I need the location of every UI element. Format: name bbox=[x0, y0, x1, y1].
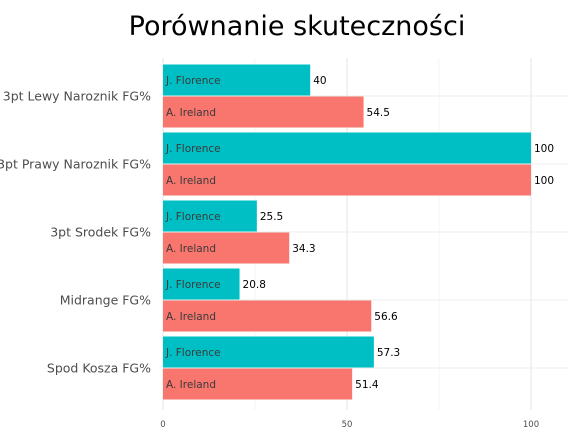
bar-series-label: A. Ireland bbox=[166, 175, 216, 187]
bar-series-label: A. Ireland bbox=[166, 379, 216, 391]
x-tick-label: 100 bbox=[523, 420, 539, 430]
bar-j-florence bbox=[163, 64, 311, 96]
label-layer: J. Florence 40 A. Ireland 54.5 3pt Lewy Naro… bbox=[0, 75, 554, 430]
bar-value-label: 100 bbox=[534, 175, 554, 187]
bar-value-label: 40 bbox=[313, 75, 326, 87]
bar-series-label: J. Florence bbox=[165, 211, 221, 223]
bar-series-label: A. Ireland bbox=[166, 243, 216, 255]
category-label: Midrange FG% bbox=[60, 293, 151, 308]
bar-j-florence bbox=[163, 132, 531, 164]
bar-series-label: J. Florence bbox=[165, 347, 221, 359]
bar-j-florence bbox=[163, 336, 374, 368]
bar-a-ireland bbox=[163, 164, 531, 196]
bar-value-label: 57.3 bbox=[377, 347, 400, 359]
bar-j-florence bbox=[163, 200, 257, 232]
bar-a-ireland bbox=[163, 232, 290, 264]
bar-series-label: J. Florence bbox=[165, 75, 221, 87]
bar-series-label: A. Ireland bbox=[166, 311, 216, 323]
bar-value-label: 20.8 bbox=[243, 279, 266, 291]
bar-value-label: 54.5 bbox=[367, 107, 390, 119]
category-label: 3pt Lewy Naroznik FG% bbox=[3, 89, 151, 104]
chart-title: Porównanie skuteczności bbox=[129, 11, 466, 42]
category-label: 3pt Prawy Naroznik FG% bbox=[0, 157, 151, 172]
bar-value-label: 34.3 bbox=[292, 243, 315, 255]
bar-value-label: 100 bbox=[534, 143, 554, 155]
category-label: 3pt Srodek FG% bbox=[50, 225, 151, 240]
x-tick-label: 50 bbox=[342, 420, 353, 430]
category-label: Spod Kosza FG% bbox=[47, 361, 151, 376]
bar-layer bbox=[163, 64, 531, 400]
bar-series-label: J. Florence bbox=[165, 143, 221, 155]
bar-series-label: A. Ireland bbox=[166, 107, 216, 119]
bar-a-ireland bbox=[163, 300, 372, 332]
bar-series-label: J. Florence bbox=[165, 279, 221, 291]
bar-value-label: 25.5 bbox=[260, 211, 283, 223]
bar-value-label: 56.6 bbox=[374, 311, 398, 323]
bar-j-florence bbox=[163, 268, 240, 300]
bar-a-ireland bbox=[163, 368, 353, 400]
bar-a-ireland bbox=[163, 96, 364, 128]
x-tick-label: 0 bbox=[160, 420, 165, 430]
bar-value-label: 51.4 bbox=[355, 379, 379, 391]
